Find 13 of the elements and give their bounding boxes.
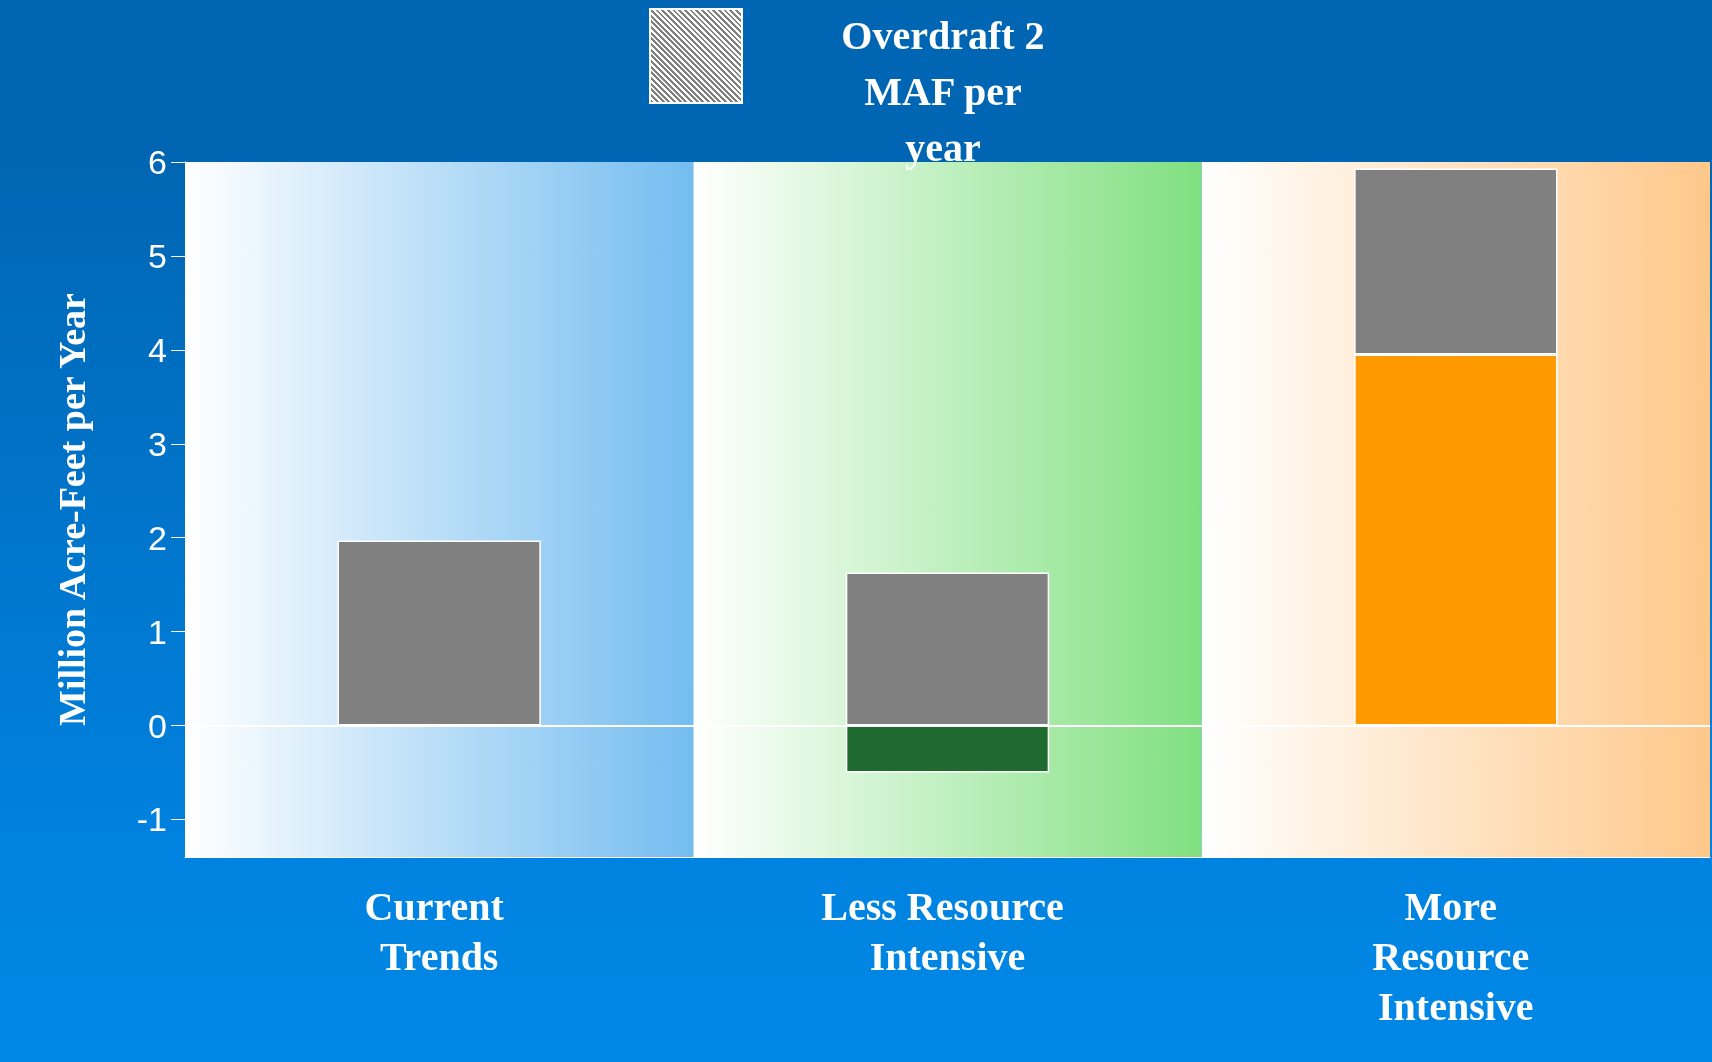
text: Overdraft 2 MAF per year [840,12,1046,172]
y-tick-label: 5 [148,236,167,275]
y-tick-label: 1 [148,612,167,651]
y-tick-label: 4 [148,330,167,369]
y-tick-label: 0 [148,706,167,745]
x-tick-label: Less Resource Intensive [821,883,1074,979]
y-tick-label: 6 [148,143,167,181]
y-tick-label: -1 [136,800,167,839]
y-tick-label: 2 [148,518,167,557]
y-axis-title: Million Acre-Feet per Year [51,292,93,726]
x-tick-label: Current Trends [364,883,514,979]
y-tick-label: 3 [148,424,167,463]
x-tick-label: More Resource Intensive [1372,883,1540,1029]
